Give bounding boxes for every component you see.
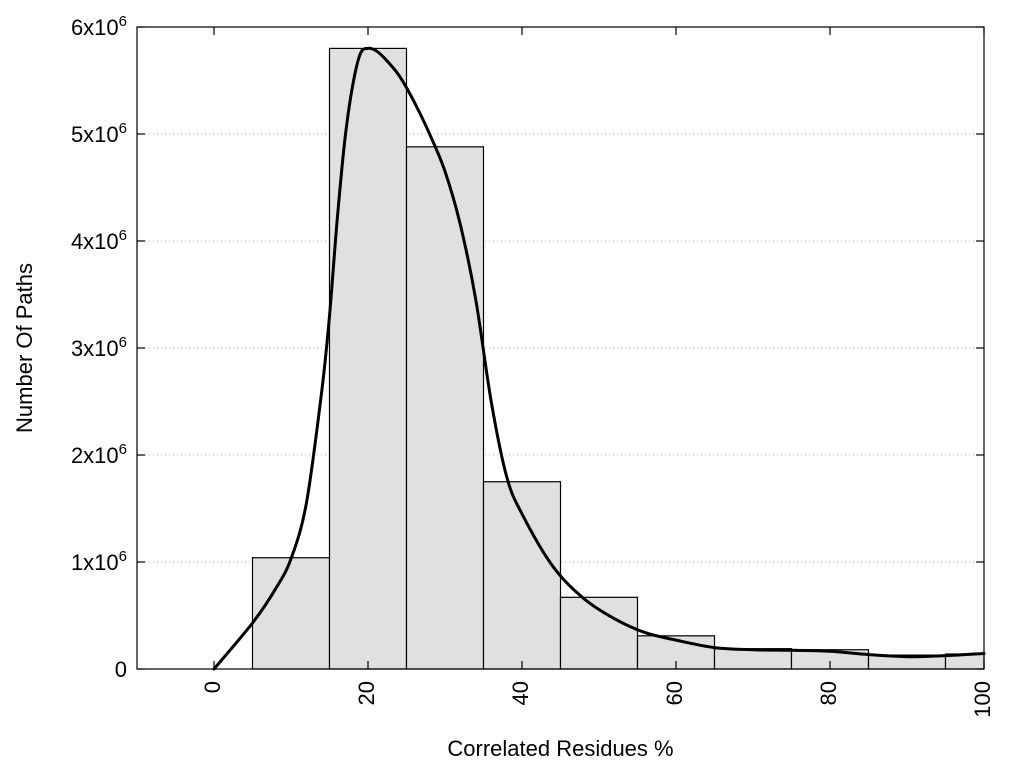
histogram-bar-2: [405, 146, 485, 670]
y-tick-label-6: 6x106: [71, 13, 127, 40]
x-tick-label-4: 80: [816, 681, 841, 705]
histogram-bar-6: [713, 648, 793, 670]
y-tick-label-4: 4x106: [71, 227, 127, 254]
histogram-bar-0: [251, 557, 331, 670]
x-tick-label-2: 40: [508, 681, 533, 705]
y-tick-label-0: 0: [115, 657, 127, 682]
x-axis-title: Correlated Residues %: [447, 736, 673, 761]
y-tick-label-3: 3x106: [71, 334, 127, 361]
y-tick-label-2: 2x106: [71, 441, 127, 468]
x-tick-label-1: 20: [354, 681, 379, 705]
density-curve: [212, 46, 986, 671]
histogram-bar-1: [328, 47, 408, 670]
y-tick-label-1: 1x106: [71, 548, 127, 575]
x-tick-label-5: 100: [970, 681, 995, 718]
x-axis-ticks: 0 20 40 60 80 100: [200, 27, 995, 718]
y-axis-title: Number Of Paths: [12, 263, 37, 433]
x-tick-label-0: 0: [200, 681, 225, 693]
y-axis-ticks: 0 1x106 2x106 3x106 4x106 5x106 6x106: [71, 13, 984, 682]
y-tick-label-5: 5x106: [71, 120, 127, 147]
x-tick-label-3: 60: [662, 681, 687, 705]
histogram-bar-3: [482, 481, 562, 670]
histogram-bars: [251, 47, 985, 670]
